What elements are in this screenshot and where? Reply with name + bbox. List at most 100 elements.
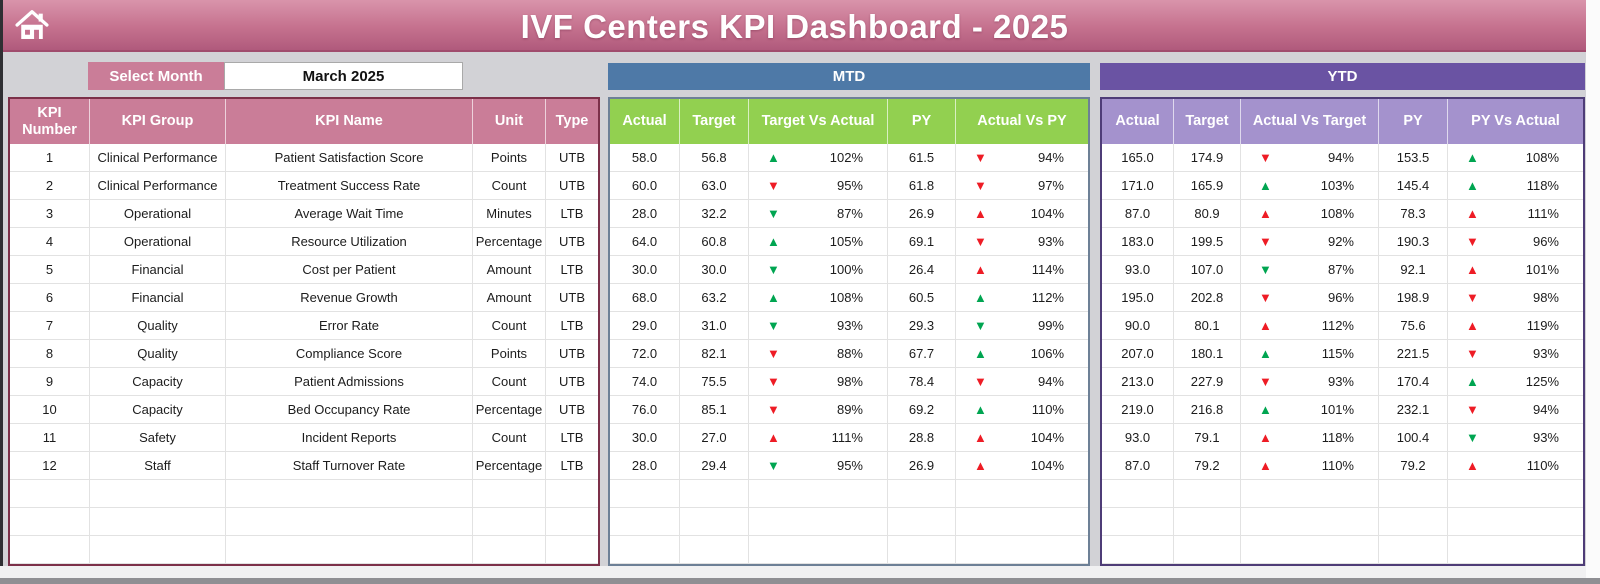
table-row (1102, 480, 1583, 508)
mtd-target-vs-actual-cell: ▼ 95% (749, 452, 888, 479)
ytd-actual-vs-target-cell: ▲ 118% (1241, 424, 1379, 451)
home-button[interactable] (11, 5, 53, 47)
mtd-py-cell: 78.4 (888, 368, 956, 395)
type-cell: LTB (560, 206, 584, 221)
select-month-dropdown[interactable]: March 2025 (224, 62, 463, 90)
empty-cell (1379, 480, 1448, 507)
table-row: 58.0 56.8 ▲ 102% 61.5 ▼ 94% (610, 144, 1088, 172)
mtd-actual-vs-py-cell: ▼ 97% (956, 172, 1088, 199)
select-month-label: Select Month (88, 62, 224, 90)
ytd-py-cell: 190.3 (1379, 228, 1448, 255)
home-icon (13, 7, 51, 45)
empty-cell (473, 480, 546, 507)
mtd-target-cell: 56.8 (680, 144, 749, 171)
mtd-actual-vs-py-cell: ▼ 93% (956, 228, 1088, 255)
column-header-kpi-number: KPI Number (10, 99, 90, 144)
ytd-py-vs-actual-cell-value: 93% (1532, 430, 1559, 445)
empty-cell (1448, 536, 1583, 563)
type-cell: UTB (559, 150, 585, 165)
type-cell: UTB (559, 178, 585, 193)
mtd-py-cell: 61.8 (888, 172, 956, 199)
mtd-py-cell: 67.7 (888, 340, 956, 367)
table-row: 76.0 85.1 ▼ 89% 69.2 ▲ 110% (610, 396, 1088, 424)
ytd-table-body: 165.0 174.9 ▼ 94% 153.5 ▲ 108% 171.0 165.9 ▲ 103% 1… (1102, 144, 1583, 564)
column-header-mtd-actual: Actual (610, 99, 680, 144)
table-row (10, 508, 598, 536)
trend-down-icon: ▼ (1466, 346, 1479, 361)
ytd-actual-vs-target-cell-value: 103% (1320, 178, 1354, 193)
empty-cell (1102, 508, 1174, 535)
mtd-target-vs-actual-cell: ▼ 93% (749, 312, 888, 339)
ytd-py-cell: 75.6 (1379, 312, 1448, 339)
empty-cell (610, 508, 680, 535)
unit-cell: Points (473, 144, 546, 171)
table-row: 28.0 32.2 ▼ 87% 26.9 ▲ 104% (610, 200, 1088, 228)
trend-down-icon: ▼ (767, 318, 780, 333)
kpi-group-cell: Clinical Performance (90, 172, 226, 199)
table-row: 93.0 107.0 ▼ 87% 92.1 ▲ 101% (1102, 256, 1583, 284)
kpi-name-cell: Treatment Success Rate (226, 172, 473, 199)
column-header-ytd-py-vs-actual: PY Vs Actual (1471, 113, 1560, 130)
ytd-py-vs-actual-cell-value: 119% (1526, 318, 1559, 333)
empty-cell (1241, 508, 1379, 535)
mtd-actual-cell: 64.0 (610, 228, 680, 255)
empty-cell (680, 508, 749, 535)
mtd-table-header-row: Actual Target Target Vs Actual PY Actual… (610, 99, 1088, 144)
ytd-actual-vs-target-cell-value: 92% (1327, 234, 1354, 249)
mtd-target-cell: 31.0 (680, 312, 749, 339)
ytd-py-cell: 145.4 (1379, 172, 1448, 199)
mtd-actual-cell: 72.0 (610, 340, 680, 367)
mtd-actual-vs-py-cell: ▲ 104% (956, 452, 1088, 479)
ytd-py-cell: 198.9 (1379, 284, 1448, 311)
ytd-py-cell: 170.4 (1379, 368, 1448, 395)
trend-up-icon: ▲ (1259, 318, 1272, 333)
mtd-target-vs-actual-cell: ▼ 89% (749, 396, 888, 423)
kpi-number-cell: 10 (10, 396, 90, 423)
mtd-target-cell: 60.8 (680, 228, 749, 255)
ytd-target-cell: 227.9 (1174, 368, 1241, 395)
mtd-py-cell: 29.3 (888, 312, 956, 339)
type-cell: UTB (559, 346, 585, 361)
mtd-actual-vs-py-cell: ▲ 106% (956, 340, 1088, 367)
trend-up-icon: ▲ (974, 430, 987, 445)
kpi-name-cell: Patient Admissions (226, 368, 473, 395)
kpi-number-cell: 5 (10, 256, 90, 283)
ytd-py-cell: 78.3 (1379, 200, 1448, 227)
table-row: 30.0 27.0 ▲ 111% 28.8 ▲ 104% (610, 424, 1088, 452)
mtd-py-cell: 61.5 (888, 144, 956, 171)
ytd-py-vs-actual-cell-value: 98% (1532, 290, 1559, 305)
empty-cell (749, 480, 888, 507)
mtd-target-vs-actual-cell: ▼ 87% (749, 200, 888, 227)
ytd-py-vs-actual-cell: ▼ 98% (1448, 284, 1583, 311)
mtd-actual-cell: 28.0 (610, 200, 680, 227)
ytd-target-cell: 80.1 (1174, 312, 1241, 339)
empty-cell (546, 508, 598, 535)
ytd-actual-vs-target-cell: ▲ 115% (1241, 340, 1379, 367)
mtd-actual-vs-py-cell-value: 94% (1037, 150, 1064, 165)
trend-up-icon: ▲ (974, 346, 987, 361)
trend-down-icon: ▼ (1466, 290, 1479, 305)
trend-up-icon: ▲ (974, 402, 987, 417)
window-border-left (0, 0, 3, 578)
ytd-py-vs-actual-cell: ▼ 94% (1448, 396, 1583, 423)
kpi-group-cell: Financial (90, 284, 226, 311)
empty-cell (10, 480, 90, 507)
empty-cell (226, 508, 473, 535)
ytd-table: Actual Target Actual Vs Target PY PY Vs … (1100, 97, 1585, 566)
column-header-mtd-actual-vs-py: Actual Vs PY (977, 113, 1067, 130)
trend-down-icon: ▼ (767, 458, 780, 473)
empty-cell (1241, 536, 1379, 563)
mtd-actual-vs-py-cell: ▼ 99% (956, 312, 1088, 339)
ytd-actual-cell: 93.0 (1102, 256, 1174, 283)
trend-down-icon: ▼ (767, 374, 780, 389)
trend-down-icon: ▼ (767, 262, 780, 277)
kpi-name-cell: Incident Reports (226, 424, 473, 451)
ytd-actual-cell: 87.0 (1102, 200, 1174, 227)
ytd-py-vs-actual-cell: ▲ 125% (1448, 368, 1583, 395)
mtd-actual-cell: 30.0 (610, 256, 680, 283)
mtd-actual-cell: 29.0 (610, 312, 680, 339)
mtd-actual-vs-py-cell: ▲ 114% (956, 256, 1088, 283)
unit-cell: Count (473, 424, 546, 451)
ytd-actual-vs-target-cell-value: 87% (1327, 262, 1354, 277)
table-row: 6 Financial Revenue Growth Amount UTB (10, 284, 598, 312)
